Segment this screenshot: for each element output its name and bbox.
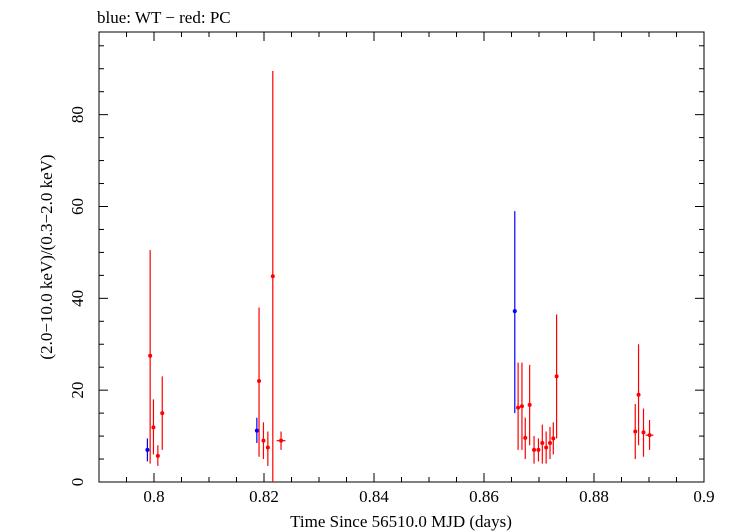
data-point [554, 374, 559, 379]
data-point [540, 440, 545, 445]
data-point [527, 402, 532, 407]
x-tick-label: 0.88 [579, 487, 609, 506]
plot-frame [98, 31, 705, 483]
x-tick-label: 0.8 [143, 487, 164, 506]
x-axis-label: Time Since 56510.0 MJD (days) [290, 512, 512, 531]
y-tick-label: 40 [68, 290, 87, 307]
chart-title: blue: WT − red: PC [97, 8, 231, 27]
data-point [633, 429, 638, 434]
data-point [516, 405, 521, 410]
data-point [270, 274, 275, 279]
y-tick-label: 80 [68, 106, 87, 123]
x-tick-label: 0.84 [359, 487, 389, 506]
data-point [636, 392, 641, 397]
data-point [265, 445, 270, 450]
data-point [148, 353, 153, 358]
series-group [148, 71, 654, 482]
data-point [532, 447, 537, 452]
data-point [257, 378, 262, 383]
data-point [145, 447, 150, 452]
data-point [160, 411, 165, 416]
data-series [145, 71, 654, 482]
data-point [151, 425, 156, 430]
data-point [551, 436, 556, 441]
y-axis: 0 20 40 60 80 [68, 45, 704, 487]
series-group [145, 211, 517, 462]
x-tick-label: 0.82 [249, 487, 279, 506]
data-point [647, 433, 652, 438]
x-tick-label: 0.86 [469, 487, 499, 506]
data-point [254, 428, 259, 433]
data-point [544, 445, 549, 450]
y-tick-label: 20 [68, 382, 87, 399]
data-point [512, 309, 517, 314]
data-point [641, 430, 646, 435]
x-axis: 0.8 0.82 0.84 0.86 0.88 0.9 [98, 32, 715, 506]
x-tick-label: 0.9 [693, 487, 714, 506]
data-point [519, 404, 524, 409]
y-tick-label: 60 [68, 198, 87, 215]
data-point [279, 438, 284, 443]
data-point [548, 440, 552, 445]
y-tick-label: 0 [68, 478, 87, 487]
data-point [155, 453, 160, 458]
y-axis-label: (2.0−10.0 keV)/(0.3−2.0 keV) [37, 154, 56, 359]
data-point [523, 435, 528, 440]
data-point [261, 438, 266, 443]
data-point [536, 447, 541, 452]
